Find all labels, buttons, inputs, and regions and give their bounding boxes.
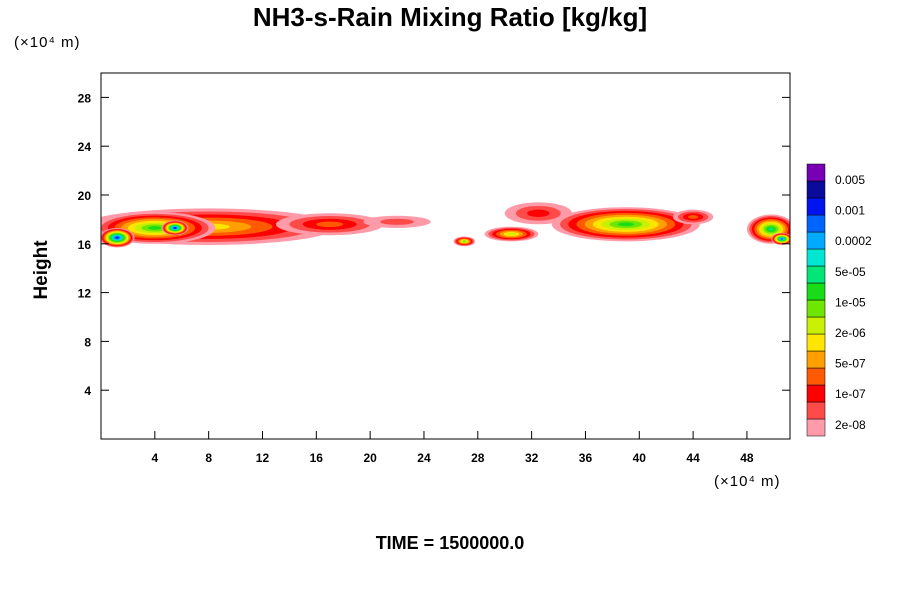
y-tick-label: 20 (78, 189, 92, 203)
plot-background (101, 73, 790, 439)
x-tick-label: 44 (686, 451, 700, 465)
colorbar-swatch-15 (806, 163, 826, 182)
cloud-6-level-7 (462, 240, 466, 243)
colorbar-swatch-2 (806, 384, 826, 403)
colorbar-label: 1e-05 (835, 295, 866, 309)
x-tick-label: 28 (471, 451, 485, 465)
x-tick-label: 12 (256, 451, 270, 465)
cloud-3-level-13 (174, 226, 177, 229)
chart-title: NH3-s-Rain Mixing Ratio [kg/kg] (252, 2, 648, 32)
y-tick-label: 8 (84, 335, 91, 349)
cloud-9-level-8 (617, 222, 635, 227)
colorbar-swatch-6 (806, 316, 826, 335)
colorbar-swatch-5 (806, 333, 826, 352)
x-tick-label: 40 (633, 451, 647, 465)
cloud-4-level-3 (316, 221, 344, 228)
y-axis-unit: (×10⁴ m) (14, 34, 81, 51)
colorbar-swatch-13 (806, 197, 826, 216)
y-tick-label: 16 (78, 238, 92, 252)
cloud-7-level-6 (507, 232, 516, 236)
x-tick-label: 36 (579, 451, 593, 465)
cloud-12-level-12 (780, 237, 783, 240)
x-axis: 4 8 12 16 20 24 28 32 36 40 44 48 (151, 431, 754, 465)
colorbar-swatch-1 (806, 401, 826, 420)
colorbar-swatch-0 (806, 418, 826, 437)
time-label: TIME = 1500000.0 (375, 533, 525, 553)
x-tick-label: 24 (417, 451, 431, 465)
colorbar-label: 1e-07 (835, 387, 866, 401)
x-tick-label: 8 (205, 451, 212, 465)
y-axis: 4 8 12 16 20 24 28 (78, 91, 790, 398)
plot-frame (100, 72, 791, 440)
cloud-1-level-8 (148, 226, 162, 230)
x-tick-label: 20 (363, 451, 377, 465)
x-tick-label: 48 (740, 451, 754, 465)
y-tick-label: 24 (78, 140, 92, 154)
cloud-8-level-2 (527, 209, 550, 217)
colorbar-swatch-12 (806, 214, 826, 233)
colorbar-label: 2e-08 (835, 418, 866, 432)
colorbar-label: 2e-06 (835, 326, 866, 340)
colorbar-swatch-10 (806, 248, 826, 267)
x-tick-label: 32 (525, 451, 539, 465)
colorbar-label: 5e-05 (835, 265, 866, 279)
colorbar-label: 0.001 (835, 204, 865, 218)
colorbar-swatch-7 (806, 299, 826, 318)
y-tick-label: 28 (78, 91, 92, 105)
x-axis-unit: (×10⁴ m) (714, 473, 781, 490)
colorbar-swatch-9 (806, 265, 826, 284)
colorbar-swatch-11 (806, 231, 826, 250)
colorbar-swatch-8 (806, 282, 826, 301)
x-tick-label: 16 (310, 451, 324, 465)
colorbar-label: 5e-07 (835, 357, 866, 371)
cloud-5-level-1 (380, 218, 414, 225)
colorbar: 0.005 0.001 0.0002 5e-05 1e-05 2e-06 5e-07 1e-0… (806, 163, 872, 437)
cloud-10-level-3 (688, 215, 699, 219)
cloud-11-level-9 (768, 227, 774, 231)
y-tick-label: 12 (78, 287, 92, 301)
x-tick-label: 4 (151, 451, 158, 465)
colorbar-swatch-14 (806, 180, 826, 199)
colorbar-swatch-3 (806, 367, 826, 386)
colorbar-swatch-4 (806, 350, 826, 369)
colorbar-label: 0.0002 (835, 234, 872, 248)
mixing-ratio-field (101, 202, 790, 248)
y-tick-label: 4 (84, 384, 91, 398)
cloud-2-level-13 (115, 236, 119, 239)
colorbar-label: 0.005 (835, 173, 865, 187)
